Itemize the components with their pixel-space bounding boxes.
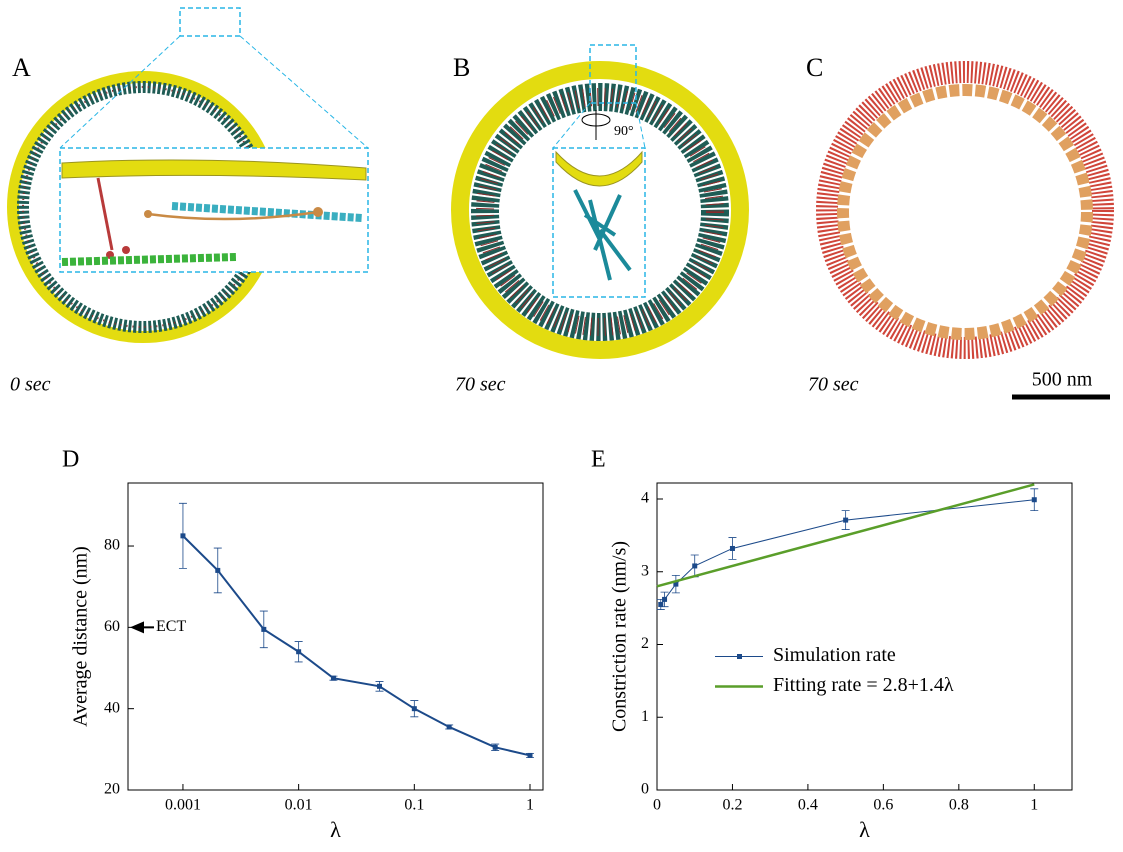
y-tick-label: 20 bbox=[104, 781, 120, 798]
zoom-box bbox=[589, 44, 637, 104]
zoom-box bbox=[179, 7, 241, 37]
time-label: 70 sec bbox=[808, 374, 859, 396]
filament bbox=[61, 253, 237, 266]
point bbox=[180, 533, 186, 539]
crosslinker-ring bbox=[837, 84, 1093, 340]
point bbox=[1031, 497, 1037, 503]
zoom-line bbox=[239, 35, 369, 149]
time-label: 70 sec bbox=[455, 374, 506, 396]
point bbox=[729, 545, 735, 551]
filament-ring bbox=[476, 88, 724, 336]
point bbox=[527, 752, 533, 758]
x-tick-label: 1 bbox=[1030, 797, 1038, 814]
x-tick-label: 0.001 bbox=[165, 797, 201, 814]
y-tick-label: 60 bbox=[104, 618, 120, 635]
point bbox=[261, 626, 267, 632]
annotation-arrow bbox=[130, 621, 144, 634]
x-tick-label: 1 bbox=[526, 797, 534, 814]
point bbox=[446, 724, 452, 730]
legend-label: Fitting rate = 2.8+1.4λ bbox=[773, 674, 954, 696]
x-tick-label: 0.1 bbox=[404, 797, 424, 814]
plot-frame bbox=[656, 482, 1073, 791]
y-axis-label: Average distance (nm) bbox=[70, 546, 92, 727]
legend-label: Simulation rate bbox=[773, 644, 896, 666]
point bbox=[662, 596, 668, 602]
x-axis-label: λ bbox=[859, 817, 870, 842]
y-tick-label: 0 bbox=[641, 781, 649, 798]
legend-swatch bbox=[737, 654, 742, 659]
point bbox=[692, 563, 698, 569]
series-line bbox=[660, 499, 1035, 605]
time-label: 0 sec bbox=[10, 374, 51, 396]
point bbox=[296, 649, 302, 655]
series-line bbox=[656, 483, 1035, 588]
x-tick-label: 0.2 bbox=[722, 797, 742, 814]
linker bbox=[96, 177, 114, 251]
y-axis-label: Constriction rate (nm/s) bbox=[609, 541, 631, 732]
point bbox=[376, 683, 382, 689]
panel-a bbox=[7, 7, 369, 343]
panel-label: E bbox=[591, 447, 606, 473]
crosslinker-ring bbox=[816, 61, 1114, 359]
panel-c: 500 nm bbox=[816, 61, 1114, 400]
point bbox=[411, 706, 417, 712]
membrane-patch bbox=[61, 159, 367, 181]
y-tick-label: 2 bbox=[641, 635, 649, 652]
x-tick-label: 0.4 bbox=[798, 797, 818, 814]
panel-label: D bbox=[62, 447, 79, 473]
x-tick-label: 0 bbox=[653, 797, 661, 814]
point bbox=[330, 675, 336, 681]
point bbox=[492, 744, 498, 750]
panel-b: 90° bbox=[451, 44, 749, 359]
panel-label: A bbox=[12, 53, 31, 82]
zoom-line bbox=[552, 102, 591, 149]
filament-bundle bbox=[573, 189, 632, 281]
y-tick-label: 80 bbox=[104, 537, 120, 554]
rotation-label: 90° bbox=[614, 124, 634, 139]
zoom-line bbox=[59, 35, 181, 149]
point bbox=[215, 567, 221, 573]
x-tick-label: 0.8 bbox=[949, 797, 969, 814]
point bbox=[843, 517, 849, 523]
y-tick-label: 3 bbox=[641, 562, 649, 579]
y-tick-label: 40 bbox=[104, 699, 120, 716]
annotation: ECT bbox=[156, 618, 186, 635]
point bbox=[673, 581, 679, 587]
series-line bbox=[182, 535, 531, 757]
panel-label: B bbox=[453, 53, 470, 82]
y-tick-label: 1 bbox=[641, 708, 649, 725]
bead bbox=[122, 246, 130, 254]
scale-label: 500 nm bbox=[1032, 369, 1093, 391]
point bbox=[658, 601, 664, 607]
bead bbox=[144, 210, 152, 218]
membrane-ring bbox=[451, 61, 749, 359]
x-tick-label: 0.6 bbox=[873, 797, 893, 814]
bead bbox=[313, 207, 323, 217]
x-tick-label: 0.01 bbox=[285, 797, 313, 814]
plot-frame bbox=[127, 482, 544, 791]
panel-label: C bbox=[806, 53, 823, 82]
membrane-patch bbox=[555, 150, 643, 187]
x-axis-label: λ bbox=[330, 817, 341, 842]
y-tick-label: 4 bbox=[641, 490, 649, 507]
crosslinker bbox=[147, 210, 319, 221]
